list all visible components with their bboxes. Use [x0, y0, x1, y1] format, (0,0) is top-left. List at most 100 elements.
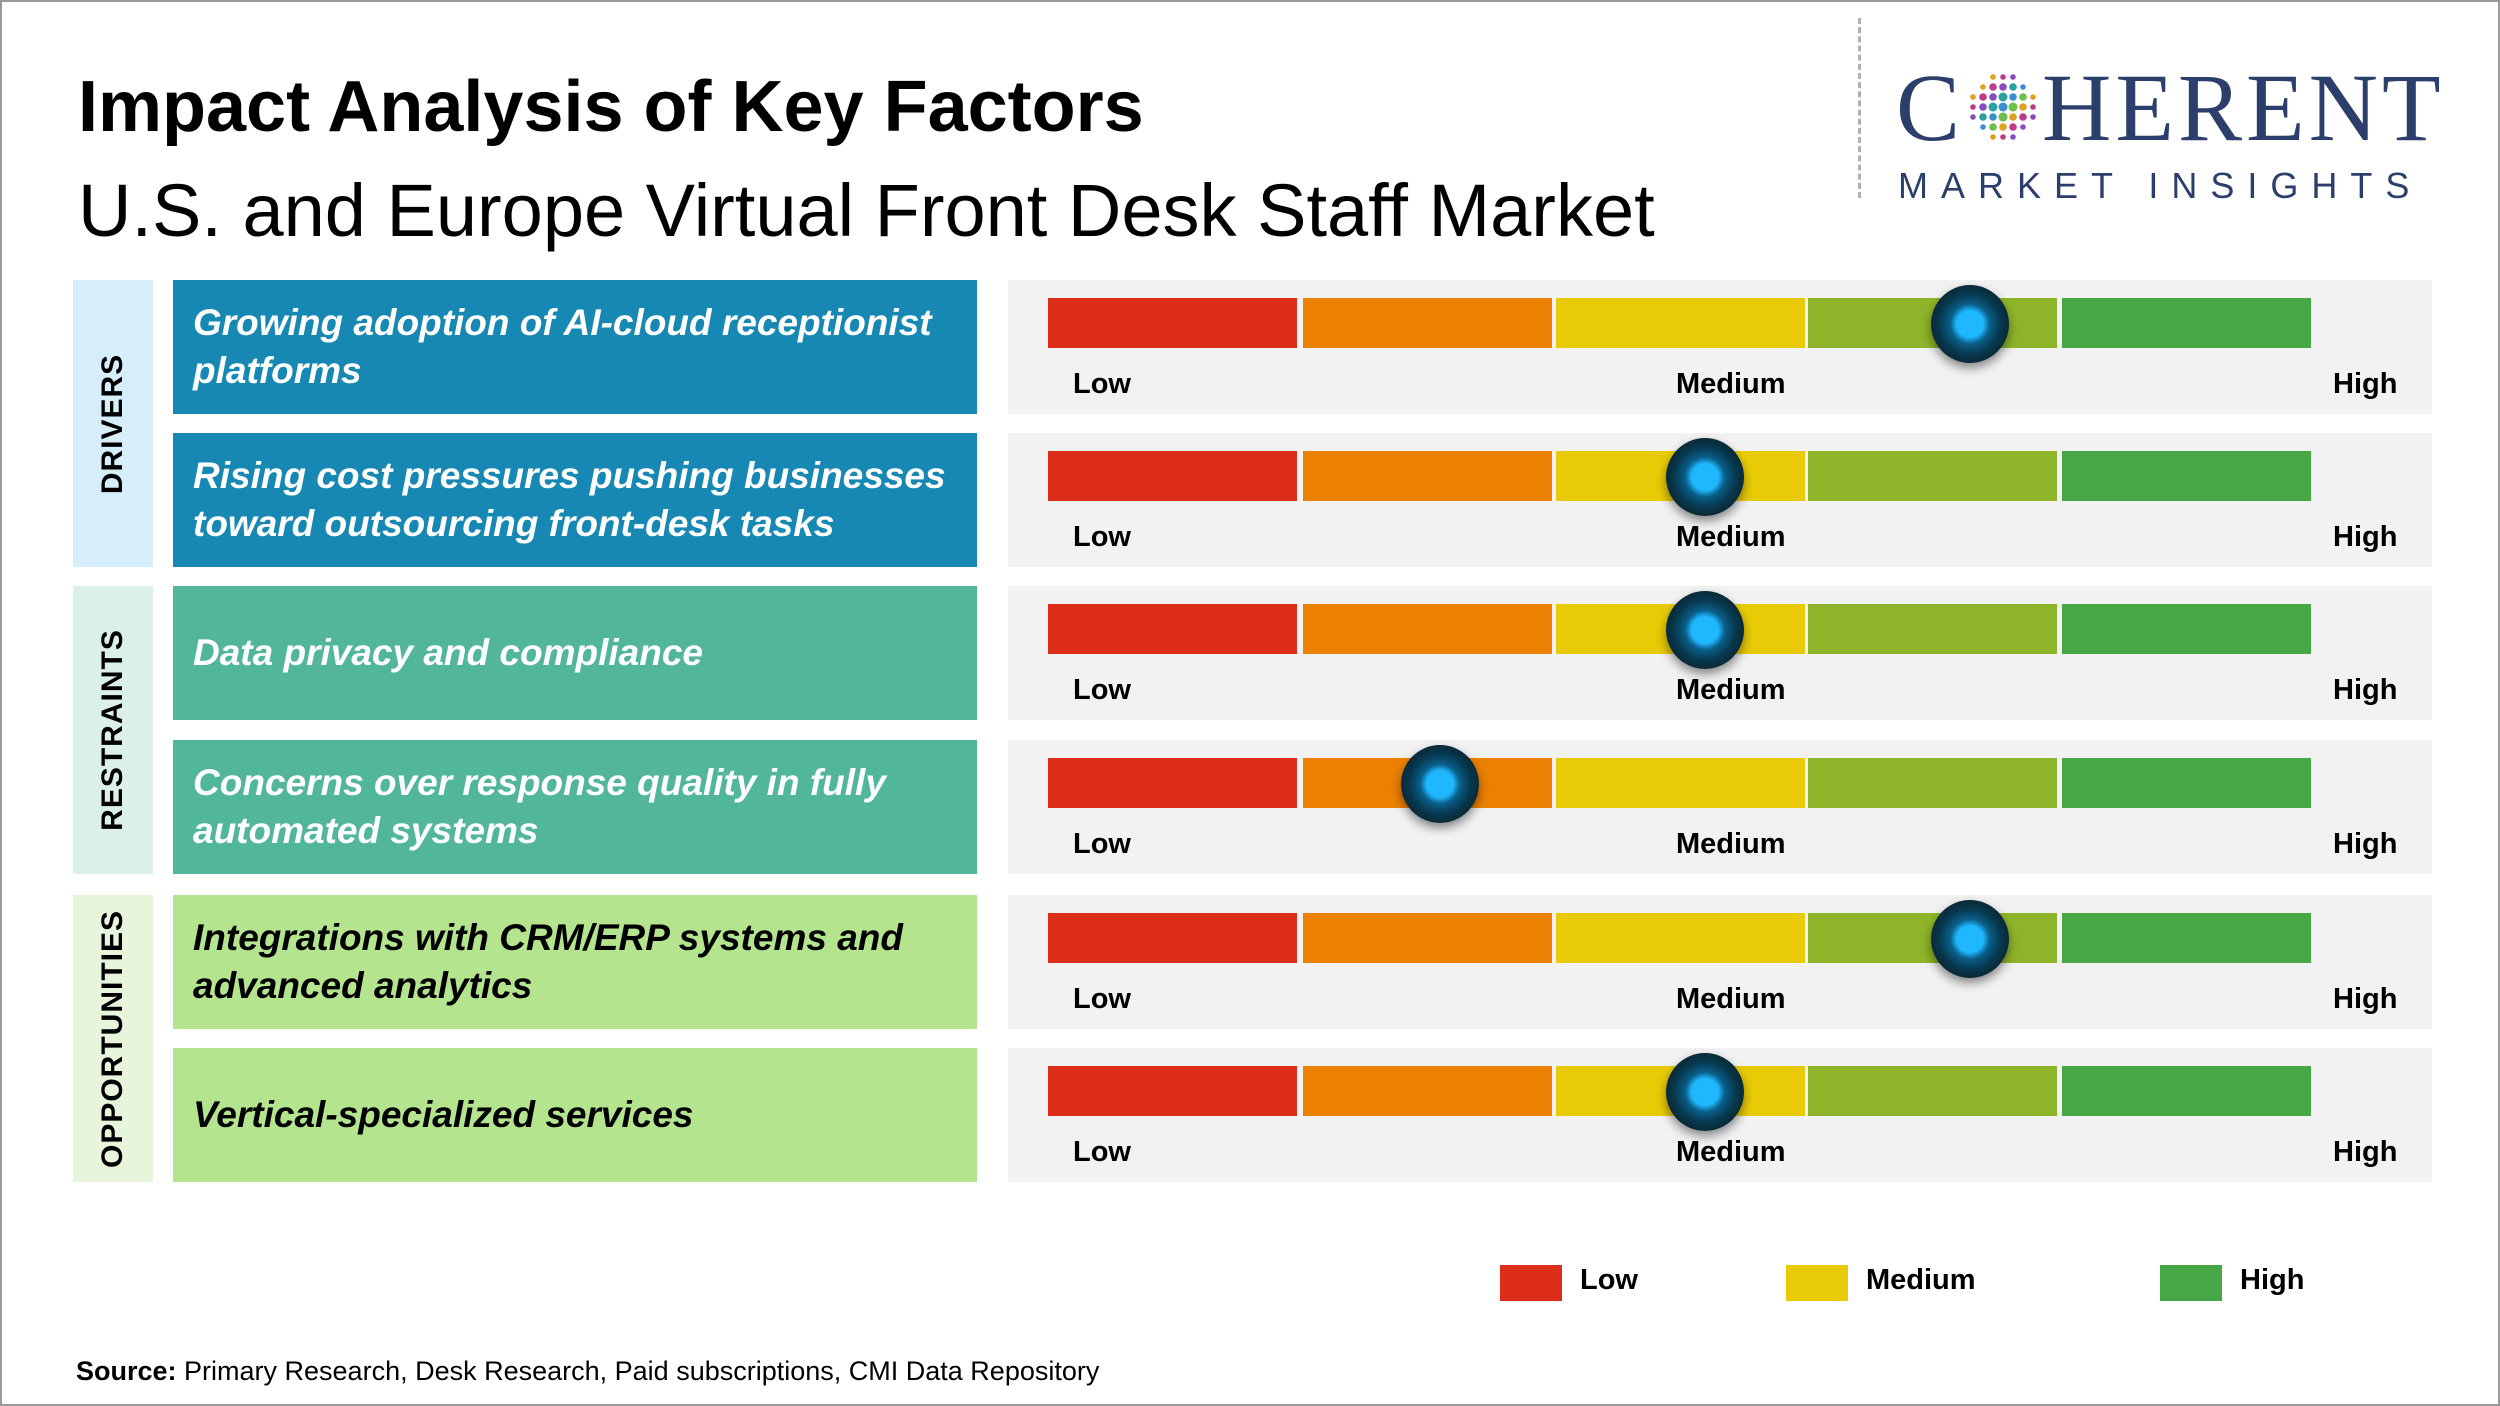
- source-note: Source: Primary Research, Desk Research,…: [76, 1356, 1099, 1387]
- gauge-segment: [1303, 604, 1552, 654]
- logo-dot: [1998, 102, 2008, 112]
- gauge-segment: [1808, 604, 2057, 654]
- impact-gauge-row: Low Medium High: [1008, 895, 2432, 1029]
- chart-title: Impact Analysis of Key Factors: [78, 67, 1144, 147]
- factor-text: Vertical-specialized services: [193, 1094, 694, 1135]
- gauge-segment: [2062, 604, 2311, 654]
- gauge-label-medium: Medium: [1676, 1136, 1786, 1168]
- gauge-label-low: Low: [1073, 521, 1131, 553]
- impact-marker: [1665, 1053, 1744, 1131]
- source-text: Primary Research, Desk Research, Paid su…: [176, 1356, 1100, 1386]
- logo-dot: [2000, 134, 2006, 140]
- logo-dot: [2030, 94, 2036, 100]
- gauge-label-high: High: [2333, 674, 2398, 706]
- source-label: Source:: [76, 1356, 177, 1386]
- category-label: DRIVERS: [96, 353, 129, 494]
- logo-dot: [1998, 112, 2008, 122]
- legend-swatch-high: [2160, 1265, 2222, 1301]
- gauge-label-high: High: [2333, 828, 2398, 860]
- factor-label-box: Growing adoption of AI-cloud receptionis…: [173, 280, 977, 414]
- logo-dot: [2019, 103, 2027, 111]
- gauge-segment: [1048, 913, 1297, 963]
- logo-dot: [2030, 104, 2036, 110]
- gauge-segment: [1303, 913, 1552, 963]
- logo-tagline: MARKET INSIGHTS: [1898, 165, 2423, 206]
- impact-marker: [1930, 900, 2009, 978]
- logo-dot: [1980, 124, 1986, 130]
- logo-divider: [1858, 18, 1861, 198]
- gauge-segment: [2062, 451, 2311, 501]
- logo-dot: [1999, 83, 2007, 91]
- logo-dot: [2009, 113, 2017, 121]
- gauge-label-high: High: [2333, 1136, 2398, 1168]
- factor-label-box: Data privacy and compliance: [173, 586, 977, 720]
- impact-marker: [1400, 745, 1479, 823]
- factor-text: Concerns over response quality in fully …: [193, 762, 886, 851]
- logo-dot: [1970, 114, 1976, 120]
- impact-marker: [1665, 591, 1744, 669]
- factor-label-box: Concerns over response quality in fully …: [173, 740, 977, 874]
- logo-dot: [2009, 123, 2017, 131]
- impact-gauge-row: Low Medium High: [1008, 740, 2432, 874]
- logo-dot: [1970, 94, 1976, 100]
- gauge-segment: [1808, 451, 2057, 501]
- impact-marker: [1930, 285, 2009, 363]
- gauge-segment: [2062, 913, 2311, 963]
- company-logo: C HERENT MARKET INSIGHTS: [1858, 18, 2478, 204]
- gauge-label-high: High: [2333, 368, 2398, 400]
- impact-gauge-row: Low Medium High: [1008, 280, 2432, 414]
- logo-dot: [1990, 74, 1996, 80]
- gauge-segment: [1556, 913, 1805, 963]
- gauge-segment: [1048, 758, 1297, 808]
- gauge-label-medium: Medium: [1676, 674, 1786, 706]
- gauge-label-medium: Medium: [1676, 521, 1786, 553]
- logo-dot: [1970, 104, 1976, 110]
- logo-letter: C: [1896, 54, 1965, 161]
- gauge-segment: [1048, 298, 1297, 348]
- gauge-label-medium: Medium: [1676, 368, 1786, 400]
- legend-label-medium: Medium: [1866, 1264, 1976, 1296]
- logo-dot: [2019, 113, 2027, 121]
- gauge-label-medium: Medium: [1676, 983, 1786, 1015]
- gauge-label-low: Low: [1073, 828, 1131, 860]
- logo-wordmark: C HERENT: [1896, 60, 2445, 156]
- gauge-segment: [1556, 758, 1805, 808]
- gauge-label-low: Low: [1073, 368, 1131, 400]
- logo-letters: HERENT: [2042, 54, 2445, 161]
- logo-dot: [2008, 102, 2018, 112]
- gauge-label-high: High: [2333, 521, 2398, 553]
- category-band-opportunities: OPPORTUNITIES: [73, 895, 153, 1182]
- logo-dot: [2000, 74, 2006, 80]
- gauge-segment: [2062, 758, 2311, 808]
- gauge-label-low: Low: [1073, 674, 1131, 706]
- legend-label-low: Low: [1580, 1264, 1638, 1296]
- logo-dot: [1980, 84, 1986, 90]
- gauge-segment: [2062, 1066, 2311, 1116]
- logo-dot: [2020, 84, 2026, 90]
- gauge-segment: [1303, 451, 1552, 501]
- logo-dot-globe-icon: [1970, 74, 2036, 140]
- logo-dot: [2030, 114, 2036, 120]
- logo-dot: [1979, 113, 1987, 121]
- category-label: OPPORTUNITIES: [96, 909, 129, 1168]
- category-label: RESTRAINTS: [96, 629, 129, 831]
- gauge-segment: [1048, 604, 1297, 654]
- legend-swatch-low: [1500, 1265, 1562, 1301]
- logo-dot: [1998, 92, 2008, 102]
- logo-dot: [1988, 102, 1998, 112]
- logo-dot: [2010, 74, 2016, 80]
- logo-dot: [1989, 123, 1997, 131]
- impact-marker: [1665, 438, 1744, 516]
- logo-dot: [2010, 134, 2016, 140]
- gauge-label-high: High: [2333, 983, 2398, 1015]
- gauge-label-low: Low: [1073, 1136, 1131, 1168]
- logo-dot: [1999, 123, 2007, 131]
- impact-gauge-row: Low Medium High: [1008, 433, 2432, 567]
- logo-dot: [1979, 93, 1987, 101]
- factor-text: Rising cost pressures pushing businesses…: [193, 455, 946, 544]
- category-band-restraints: RESTRAINTS: [73, 586, 153, 874]
- logo-dot: [2009, 83, 2017, 91]
- gauge-segment: [1556, 298, 1805, 348]
- impact-gauge-row: Low Medium High: [1008, 586, 2432, 720]
- category-band-drivers: DRIVERS: [73, 280, 153, 567]
